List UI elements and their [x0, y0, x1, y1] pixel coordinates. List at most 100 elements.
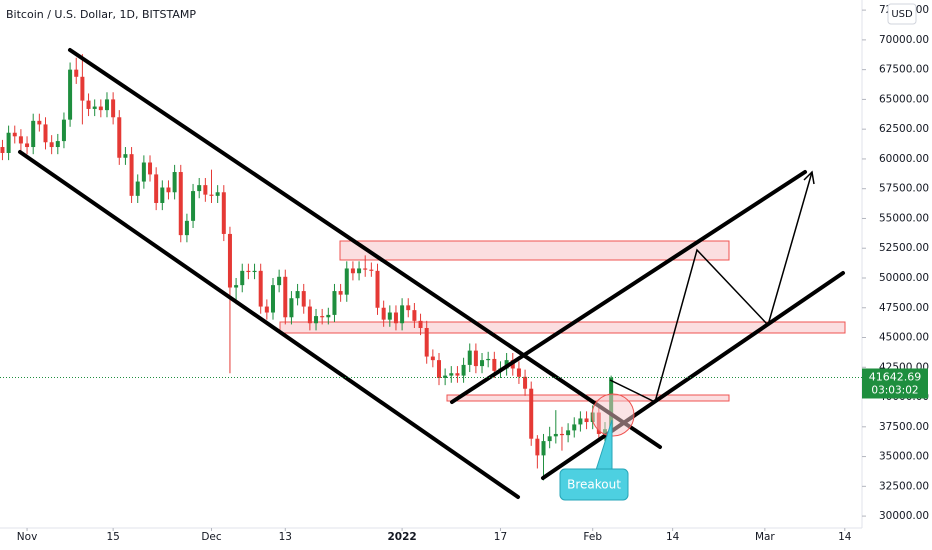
candle-body: [486, 358, 491, 361]
candle-body: [25, 143, 30, 148]
y-tick-label: 32500.00: [879, 480, 929, 492]
candle-body: [412, 310, 417, 321]
y-tick-label: 30000.00: [879, 510, 929, 522]
y-tick-label: 55000.00: [879, 212, 929, 224]
y-tick-label: 57500.00: [879, 183, 929, 195]
x-tick-label: 14: [838, 531, 852, 543]
candle-body: [547, 436, 552, 442]
candle-body: [461, 364, 466, 376]
candle-body: [535, 438, 540, 456]
y-tick-label: 37500.00: [879, 421, 929, 433]
candle-body: [209, 194, 214, 196]
candle-body: [43, 124, 48, 143]
candle-body: [277, 276, 282, 286]
candle-body: [6, 132, 11, 153]
countdown: 03:03:02: [871, 384, 918, 396]
candle-body: [74, 69, 79, 77]
last-price-box: [862, 368, 928, 399]
y-tick-label: 35000.00: [879, 451, 929, 463]
candle-body: [166, 187, 171, 193]
trendline: [450, 170, 807, 404]
candle-body: [111, 99, 116, 118]
ticks: 30000.0032500.0035000.0037500.0040000.00…: [17, 4, 929, 543]
candle-body: [572, 424, 577, 431]
y-tick-label: 47500.00: [879, 302, 929, 314]
candle-body: [37, 120, 42, 125]
candle-body: [221, 192, 226, 234]
candle-body: [98, 106, 103, 111]
y-tick-label: 70000.00: [879, 34, 929, 46]
candle-body: [203, 185, 208, 195]
candle-body: [227, 233, 232, 288]
candle-body: [381, 307, 386, 320]
candle-body: [418, 320, 423, 328]
candle-body: [184, 220, 189, 236]
last-price-label: 41642.69: [869, 370, 922, 383]
candle-body: [375, 270, 380, 308]
candle-body: [295, 291, 300, 299]
candle-body: [430, 356, 435, 361]
zone: [339, 240, 730, 261]
candle-body: [215, 192, 220, 196]
zone: [279, 321, 846, 334]
x-tick-label: 13: [279, 531, 292, 543]
candle-body: [270, 285, 275, 313]
trendline: [68, 48, 662, 449]
candle-body: [258, 270, 263, 307]
candle-body: [197, 185, 202, 192]
candle-body: [80, 76, 85, 101]
candle-body: [283, 276, 288, 318]
x-tick-label: Nov: [17, 531, 38, 543]
x-tick-label: 17: [494, 531, 507, 543]
candle-body: [117, 117, 122, 158]
x-tick-label: 15: [106, 531, 119, 543]
candle-body: [191, 191, 196, 221]
candle-body: [516, 368, 521, 377]
candle-body: [449, 373, 454, 376]
candle-body: [467, 350, 472, 365]
candle-body: [455, 373, 460, 376]
candle-body: [326, 314, 331, 318]
candle-body: [406, 305, 411, 311]
callout-text: Breakout: [567, 478, 621, 492]
arrow-head: [803, 170, 815, 185]
x-tick-label: Dec: [201, 531, 222, 543]
candle-body: [172, 172, 177, 193]
x-tick-label: 2022: [387, 531, 416, 543]
candle-body: [61, 119, 66, 142]
candle-body: [264, 306, 269, 313]
chart-title: Bitcoin / U.S. Dollar, 1D, BITSTAMP: [6, 8, 196, 21]
candle-body: [129, 154, 134, 196]
candle-body: [240, 270, 245, 286]
candle-body: [18, 136, 23, 144]
candle-body: [338, 291, 343, 295]
candle-body: [369, 269, 374, 271]
candle-body: [387, 312, 392, 320]
y-tick-label: 67500.00: [879, 64, 929, 76]
candle-body: [123, 154, 128, 158]
candle-body: [104, 99, 109, 111]
candle-body: [523, 376, 528, 389]
candle-body: [178, 172, 183, 236]
candle-body: [480, 360, 485, 367]
x-tick-label: Mar: [755, 531, 775, 543]
trendline: [18, 150, 520, 499]
candle-body: [541, 441, 546, 456]
y-tick-label: 62500.00: [879, 123, 929, 135]
candle-body: [393, 312, 398, 324]
y-tick-label: 60000.00: [879, 153, 929, 165]
candle-body: [553, 433, 558, 437]
x-tick-label: 14: [666, 531, 680, 543]
x-tick-label: Feb: [583, 531, 602, 543]
y-tick-label: 50000.00: [879, 272, 929, 284]
y-tick-label: 45000.00: [879, 332, 929, 344]
candle-body: [400, 305, 405, 324]
candle-body: [529, 388, 534, 439]
candles: [0, 54, 614, 481]
candle-body: [559, 433, 564, 436]
candle-body: [307, 306, 312, 324]
currency: USD: [891, 9, 913, 20]
candle-body: [436, 360, 441, 378]
